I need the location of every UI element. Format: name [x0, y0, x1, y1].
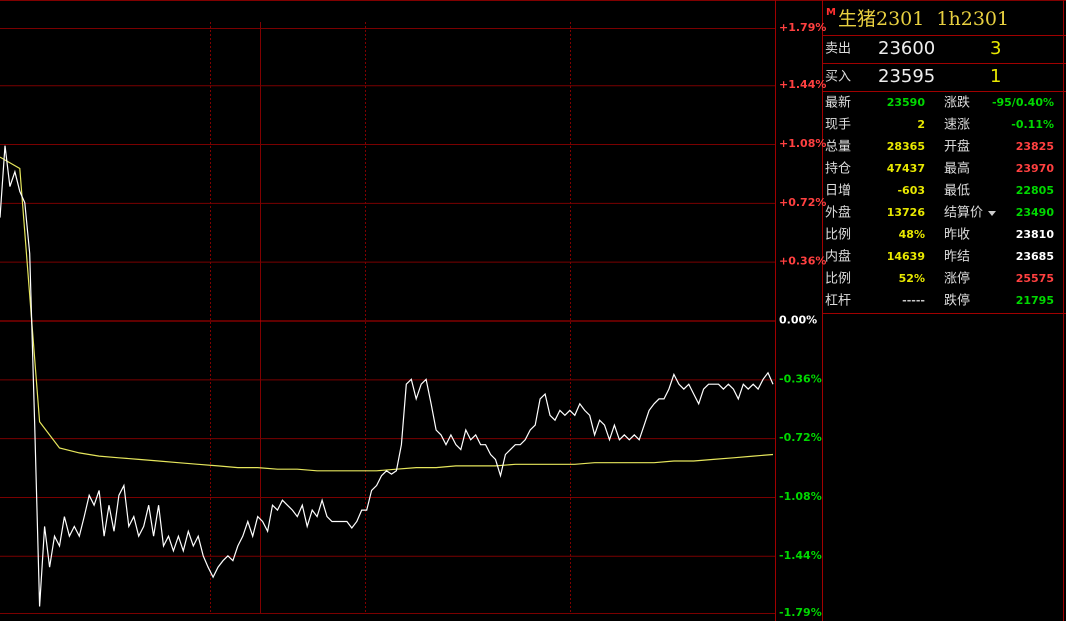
- stat-value: 14639: [887, 250, 925, 263]
- stat-label: 最新: [825, 95, 851, 111]
- stat-value: 23970: [1016, 162, 1055, 175]
- stat-value: 2: [917, 118, 925, 131]
- y-tick-label: +1.44%: [779, 78, 826, 91]
- bid-label: 买入: [825, 70, 851, 85]
- stat-label: 速涨: [944, 118, 970, 133]
- y-tick-label: -1.08%: [779, 490, 822, 503]
- stat-label: 比例: [825, 228, 851, 243]
- market-badge: M: [826, 7, 836, 18]
- stat-value: 48%: [899, 228, 925, 241]
- stat-label: 日增: [825, 184, 851, 199]
- ask-label: 卖出: [825, 42, 851, 57]
- stat-value: 23825: [1016, 140, 1054, 153]
- stat-label: 昨收: [944, 228, 970, 243]
- y-tick-label: -0.36%: [779, 372, 822, 385]
- stat-value: 25575: [1016, 272, 1054, 285]
- stat-label: 最低: [944, 184, 970, 199]
- stat-value: 22805: [1016, 184, 1054, 197]
- stat-value: 23490: [1016, 206, 1055, 219]
- stat-label: 跌停: [944, 293, 970, 309]
- y-tick-label: +1.08%: [779, 137, 826, 150]
- stat-label: 现手: [825, 118, 851, 133]
- stat-label: 涨停: [944, 271, 970, 287]
- stat-label: 最高: [944, 161, 970, 177]
- y-tick-label: +0.72%: [779, 196, 826, 209]
- y-tick-label: -0.72%: [779, 431, 822, 444]
- stat-value: 52%: [899, 272, 925, 285]
- stat-value: 23685: [1016, 250, 1054, 263]
- stat-value: 23810: [1016, 228, 1055, 241]
- stat-label: 开盘: [944, 139, 970, 155]
- y-tick-label: -1.79%: [779, 606, 822, 619]
- stat-label: 内盘: [825, 249, 851, 265]
- y-tick-label: +0.36%: [779, 255, 826, 268]
- stat-value: 47437: [887, 162, 925, 175]
- y-tick-label: 0.00%: [779, 314, 817, 327]
- stat-label: 总量: [825, 140, 851, 155]
- y-tick-label: +1.79%: [779, 21, 826, 34]
- stat-value: -95/0.40%: [992, 96, 1054, 109]
- stat-value: 23590: [887, 96, 926, 109]
- ask-price: 23600: [878, 38, 935, 59]
- stat-label: 持仓: [825, 162, 851, 177]
- stat-value: -603: [897, 184, 925, 197]
- bid-volume: 1: [990, 66, 1001, 87]
- stat-label: 昨结: [944, 250, 970, 265]
- stat-label: 外盘: [825, 205, 851, 221]
- stat-value: 13726: [887, 206, 926, 219]
- stat-value: 21795: [1016, 294, 1054, 307]
- stat-label: 涨跌: [944, 95, 970, 111]
- price-line: [0, 145, 774, 607]
- stat-label: 杠杆: [825, 293, 851, 309]
- stat-value: -----: [902, 294, 925, 307]
- ask-volume: 3: [990, 38, 1001, 59]
- dropdown-icon[interactable]: [988, 211, 996, 216]
- contract-title: 生猪2301 1h2301: [838, 8, 1009, 30]
- y-tick-label: -1.44%: [779, 549, 822, 562]
- stat-label: 比例: [825, 272, 851, 287]
- stat-value: -0.11%: [1011, 118, 1054, 131]
- price-line: [0, 156, 774, 472]
- stat-label: 结算价: [944, 206, 983, 221]
- stat-value: 28365: [887, 140, 925, 153]
- bid-price: 23595: [878, 66, 935, 87]
